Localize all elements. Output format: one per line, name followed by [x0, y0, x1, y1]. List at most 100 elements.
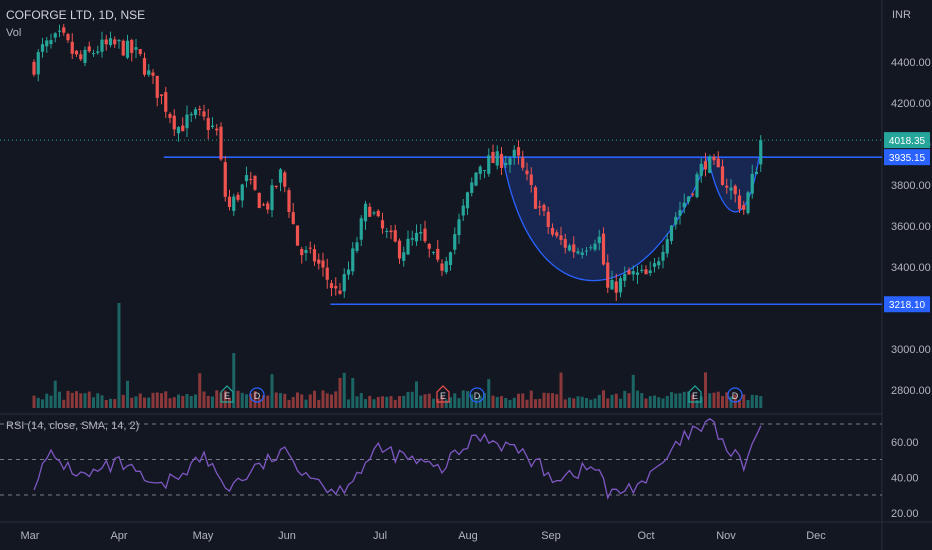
- candle: [270, 179, 274, 218]
- candle: [521, 150, 525, 171]
- candle-body: [465, 192, 470, 209]
- candle-body: [385, 230, 389, 232]
- candle-body: [555, 232, 559, 236]
- time-axis-label: Jul: [373, 530, 387, 542]
- candle-body: [397, 240, 402, 259]
- candle-body: [147, 70, 151, 75]
- candle-body: [733, 185, 737, 195]
- candle: [176, 126, 181, 142]
- candle: [198, 105, 202, 116]
- volume-bar: [585, 397, 588, 408]
- volume-bar: [665, 395, 669, 408]
- volume-bar: [674, 393, 678, 408]
- candle: [474, 171, 478, 187]
- currency-label: INR: [892, 9, 911, 21]
- volume-bar: [708, 393, 712, 408]
- candle-body: [142, 58, 147, 75]
- candle-body: [657, 261, 661, 266]
- volume-bar: [342, 372, 346, 408]
- candle: [737, 189, 742, 213]
- volume-bar: [551, 393, 554, 408]
- earnings-marker: E: [688, 385, 702, 403]
- candle-body: [130, 39, 134, 53]
- volume-bar: [712, 392, 716, 408]
- candle-body: [623, 274, 627, 281]
- candle: [652, 257, 657, 273]
- candle-body: [295, 225, 300, 246]
- candle: [733, 184, 737, 203]
- volume-bar: [266, 395, 270, 408]
- candle-body: [66, 34, 70, 41]
- volume-bar: [606, 398, 610, 408]
- candle: [49, 33, 53, 49]
- volume-bar: [160, 393, 163, 408]
- volume-bar: [134, 396, 138, 408]
- candle-body: [210, 125, 215, 127]
- volume-bar: [436, 398, 440, 408]
- volume-bar: [96, 393, 100, 408]
- candle: [606, 254, 610, 294]
- candle: [308, 241, 312, 254]
- volume-bar: [283, 393, 287, 408]
- candle: [444, 256, 448, 275]
- candle: [57, 24, 62, 38]
- event-marker-label: E: [692, 391, 698, 401]
- candle: [750, 164, 754, 199]
- volume-bar: [376, 396, 380, 408]
- candle-body: [227, 196, 232, 208]
- candle-body: [36, 52, 40, 75]
- earnings-marker: E: [220, 385, 234, 403]
- volume-bar: [291, 397, 295, 408]
- candle: [189, 111, 193, 122]
- volume-bar: [147, 397, 151, 408]
- candle: [440, 259, 444, 276]
- candle-body: [329, 283, 334, 289]
- candle-body: [74, 50, 79, 55]
- candle-body: [576, 251, 580, 254]
- candle: [155, 75, 159, 107]
- volume-bar: [529, 390, 533, 408]
- volume-bar: [313, 390, 316, 408]
- candle-body: [45, 40, 49, 47]
- candle-body: [453, 234, 457, 250]
- candle-body: [113, 39, 117, 45]
- candle-body: [720, 166, 725, 185]
- event-marker-label: D: [254, 391, 261, 401]
- volume-bar: [653, 395, 656, 408]
- candle: [104, 34, 108, 51]
- volume-bar: [41, 399, 44, 408]
- candle-body: [100, 39, 104, 52]
- candle-body: [504, 163, 508, 166]
- candle-body: [491, 152, 495, 164]
- candle: [423, 220, 427, 243]
- volume-bar: [198, 373, 202, 408]
- earnings-marker: E: [436, 385, 450, 403]
- candle: [572, 236, 576, 259]
- volume-bar: [721, 395, 724, 408]
- candle-body: [53, 33, 57, 38]
- candle: [227, 189, 232, 211]
- candle: [380, 212, 385, 234]
- candle-body: [427, 244, 431, 249]
- candle: [368, 203, 372, 218]
- candle-body: [291, 212, 295, 224]
- volume-bar: [253, 391, 257, 408]
- candle-body: [563, 239, 567, 248]
- candle: [312, 244, 317, 266]
- volume-bar: [155, 392, 159, 408]
- candle-body: [376, 210, 380, 217]
- candle-body: [240, 184, 244, 201]
- volume-bar: [572, 398, 576, 408]
- time-axis-label: Aug: [458, 530, 478, 542]
- volume-bar: [415, 381, 418, 408]
- candle-body: [176, 127, 181, 134]
- candle: [372, 210, 376, 216]
- candle: [504, 155, 508, 169]
- candle: [172, 109, 176, 137]
- volume-bar: [79, 393, 83, 408]
- candle: [74, 50, 79, 57]
- candle: [244, 166, 249, 188]
- rsi-tick-label: 60.00: [891, 437, 919, 449]
- volume-bar: [466, 391, 469, 408]
